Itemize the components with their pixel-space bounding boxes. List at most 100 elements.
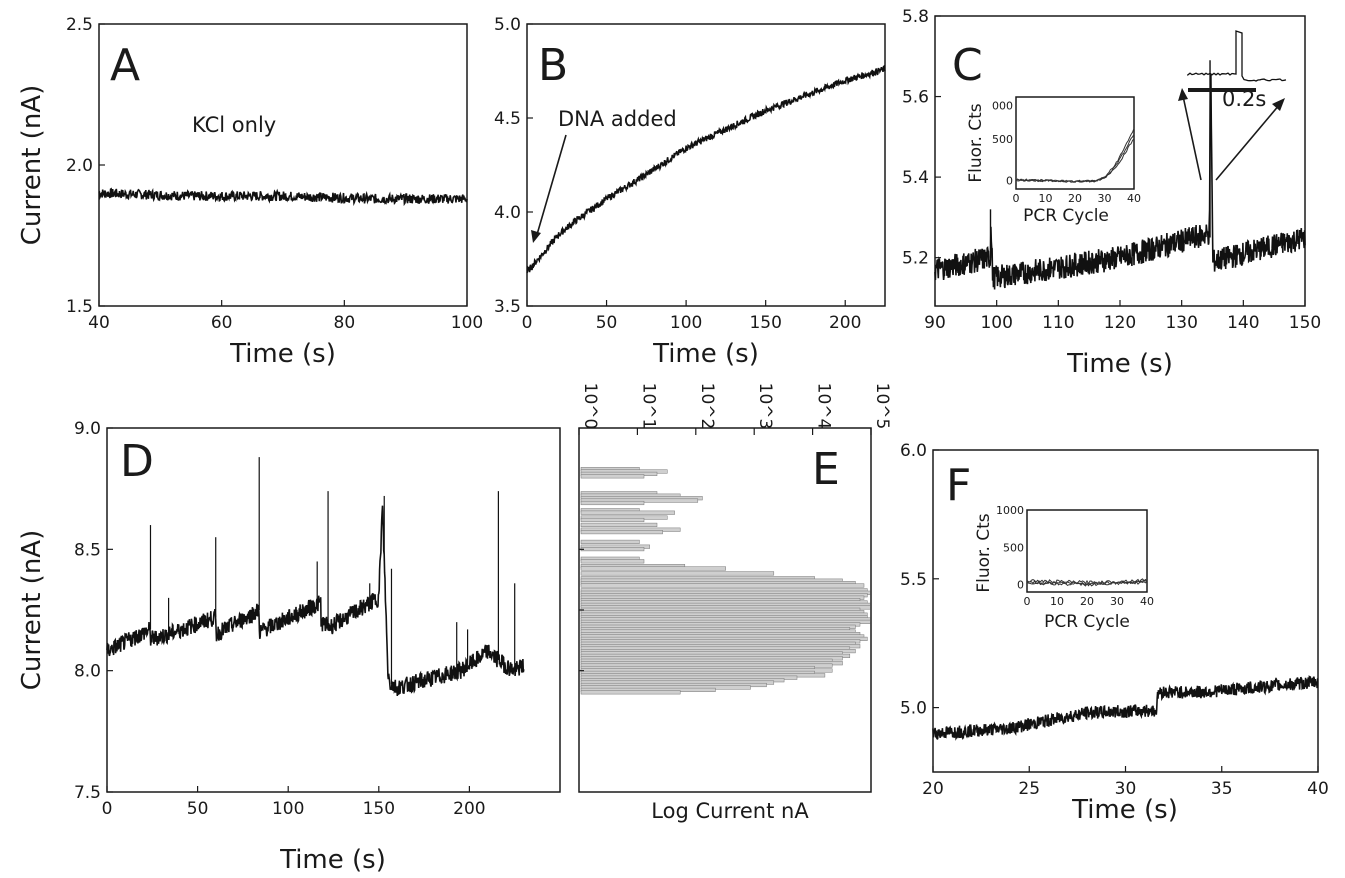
panel-e-bar [580, 522, 658, 527]
panel-a-xtick-label: 100 [451, 313, 483, 333]
panel-f-inset-xtick-label: 30 [1110, 595, 1124, 608]
annotation-dna-added: DNA added [558, 107, 677, 131]
panel-f-xtick-label: 20 [922, 779, 944, 799]
panel-f-trace [932, 675, 1319, 741]
zoom-arrow-right [1215, 103, 1281, 181]
panel-e-xtick-label: 10^2 [697, 383, 717, 430]
panel-f-xtick-label: 40 [1307, 779, 1329, 799]
panel-f-inset-ytick-label: 1000 [996, 504, 1024, 517]
panel-c-inset-xtick-label: 30 [1098, 192, 1112, 205]
panel-e-bar [580, 690, 681, 695]
panel-letter-e: E [812, 444, 840, 495]
panel-e-bar [580, 517, 645, 523]
panel-f-ytick-label: 6.0 [900, 441, 927, 461]
panel-f-inset-xtick-label: 40 [1140, 595, 1154, 608]
zoom-arrow-right-head [1272, 98, 1285, 111]
panel-a-ytick-label: 1.5 [66, 297, 93, 317]
panel-f-xlabel: Time (s) [1071, 795, 1178, 825]
panel-e-xtick-label: 10^3 [755, 383, 775, 430]
panel-f-xtick-label: 25 [1018, 779, 1040, 799]
panel-c-inset-trace [1015, 138, 1135, 183]
panel-d-ytick-label: 8.0 [74, 662, 101, 682]
panel-c-ytick-label: 5.8 [902, 7, 929, 27]
panel-d-ytick-label: 8.5 [74, 540, 101, 560]
panel-d-xlabel: Time (s) [279, 845, 386, 875]
panel-e-xtick-label: 10^4 [814, 383, 834, 430]
panel-d-xtick-label: 50 [187, 799, 209, 819]
panel-b-xtick-label: 0 [522, 313, 533, 333]
panel-c-xtick-label: 150 [1289, 313, 1321, 333]
panel-c-inset-ytick-label: 0 [1006, 175, 1013, 188]
panel-c-inset-xtick-label: 20 [1068, 192, 1082, 205]
panel-d-xtick-label: 100 [272, 799, 304, 819]
panel-d-ylabel: Current (nA) [17, 530, 47, 690]
panel-c-xtick-label: 110 [1042, 313, 1074, 333]
panel-c-xlabel: Time (s) [1066, 349, 1173, 379]
panel-c-inset-trace [1015, 134, 1135, 183]
panel-a-xtick-label: 80 [334, 313, 356, 333]
panel-c-inset-xtick-label: 0 [1013, 192, 1020, 205]
panel-f-inset-ytick-label: 0 [1017, 579, 1024, 592]
panel-c-xtick-label: 90 [924, 313, 946, 333]
panel-b-xtick-label: 150 [749, 313, 781, 333]
panel-c-xtick-label: 130 [1165, 313, 1197, 333]
panel-b-xtick-label: 200 [829, 313, 861, 333]
dna-added-arrow [535, 134, 567, 239]
panel-c-inset-xtick-label: 40 [1127, 192, 1141, 205]
panel-a-trace [98, 187, 468, 207]
panel-d-xtick-label: 200 [453, 799, 485, 819]
annotation-kcl-only: KCl only [192, 113, 276, 137]
panel-f-inset-frame [1026, 509, 1148, 593]
panel-f-xtick-label: 30 [1115, 779, 1137, 799]
panel-d-ytick-label: 7.5 [74, 783, 101, 803]
panel-d-trace [106, 505, 525, 696]
panel-c-inset-ytick-label: 000 [992, 99, 1013, 112]
panel-d-ytick-label: 9.0 [74, 419, 101, 439]
panel-letter-b: B [538, 40, 568, 91]
panel-c-inset-ylabel: Fluor. Cts [966, 103, 986, 182]
panel-f-inset-xlabel: PCR Cycle [1044, 612, 1130, 632]
panel-d-xtick-label: 150 [363, 799, 395, 819]
panel-e-xtick-label: 10^0 [580, 383, 600, 430]
panel-c-xtick-label: 120 [1104, 313, 1136, 333]
panel-letter-d: D [120, 436, 154, 487]
panel-a-xlabel: Time (s) [229, 339, 336, 369]
panel-c-inset-xtick-label: 10 [1039, 192, 1053, 205]
panel-a-ytick-label: 2.5 [66, 15, 93, 35]
panel-b-ytick-label: 4.5 [494, 109, 521, 129]
panel-e-xlabel: Log Current nA [651, 799, 809, 823]
dna-added-arrowhead [531, 230, 541, 243]
panel-e-bar [580, 530, 663, 535]
panel-f-xtick-label: 35 [1211, 779, 1233, 799]
scale-bar-label: 0.2s [1222, 87, 1266, 111]
panel-e-bar [580, 539, 640, 544]
panel-a-ytick-label: 2.0 [66, 156, 93, 176]
panel-b-xtick-label: 50 [596, 313, 618, 333]
panel-e-bar [580, 559, 645, 564]
panel-c-inset-ytick-label: 500 [992, 133, 1013, 146]
panel-e-xtick-label: 10^5 [872, 383, 892, 430]
panel-f-inset-xtick-label: 20 [1080, 595, 1094, 608]
panel-b-xlabel: Time (s) [652, 339, 759, 369]
panel-letter-f: F [946, 460, 971, 511]
panel-c-ytick-label: 5.6 [902, 88, 929, 108]
panel-a-ylabel: Current (nA) [17, 85, 47, 245]
panel-b-ytick-label: 4.0 [494, 203, 521, 223]
panel-c-ytick-label: 5.2 [902, 249, 929, 269]
panel-c-trace [934, 74, 1306, 290]
panel-d-xtick-label: 0 [102, 799, 113, 819]
panel-b-frame [526, 23, 886, 307]
panel-e-bar [580, 583, 865, 588]
panel-c-inset-trace [1015, 128, 1135, 183]
panel-c-xtick-label: 100 [980, 313, 1012, 333]
panel-e-bar [580, 547, 645, 552]
panel-f-inset-ytick-label: 500 [1003, 541, 1024, 554]
panel-e-bar [580, 500, 645, 506]
panel-c-event-zoom [1187, 30, 1287, 82]
panel-c-inset-xlabel: PCR Cycle [1023, 206, 1109, 226]
panel-f-inset-xtick-label: 0 [1024, 595, 1031, 608]
zoom-arrow-left-head [1178, 88, 1188, 101]
panel-a-xtick-label: 40 [88, 313, 110, 333]
